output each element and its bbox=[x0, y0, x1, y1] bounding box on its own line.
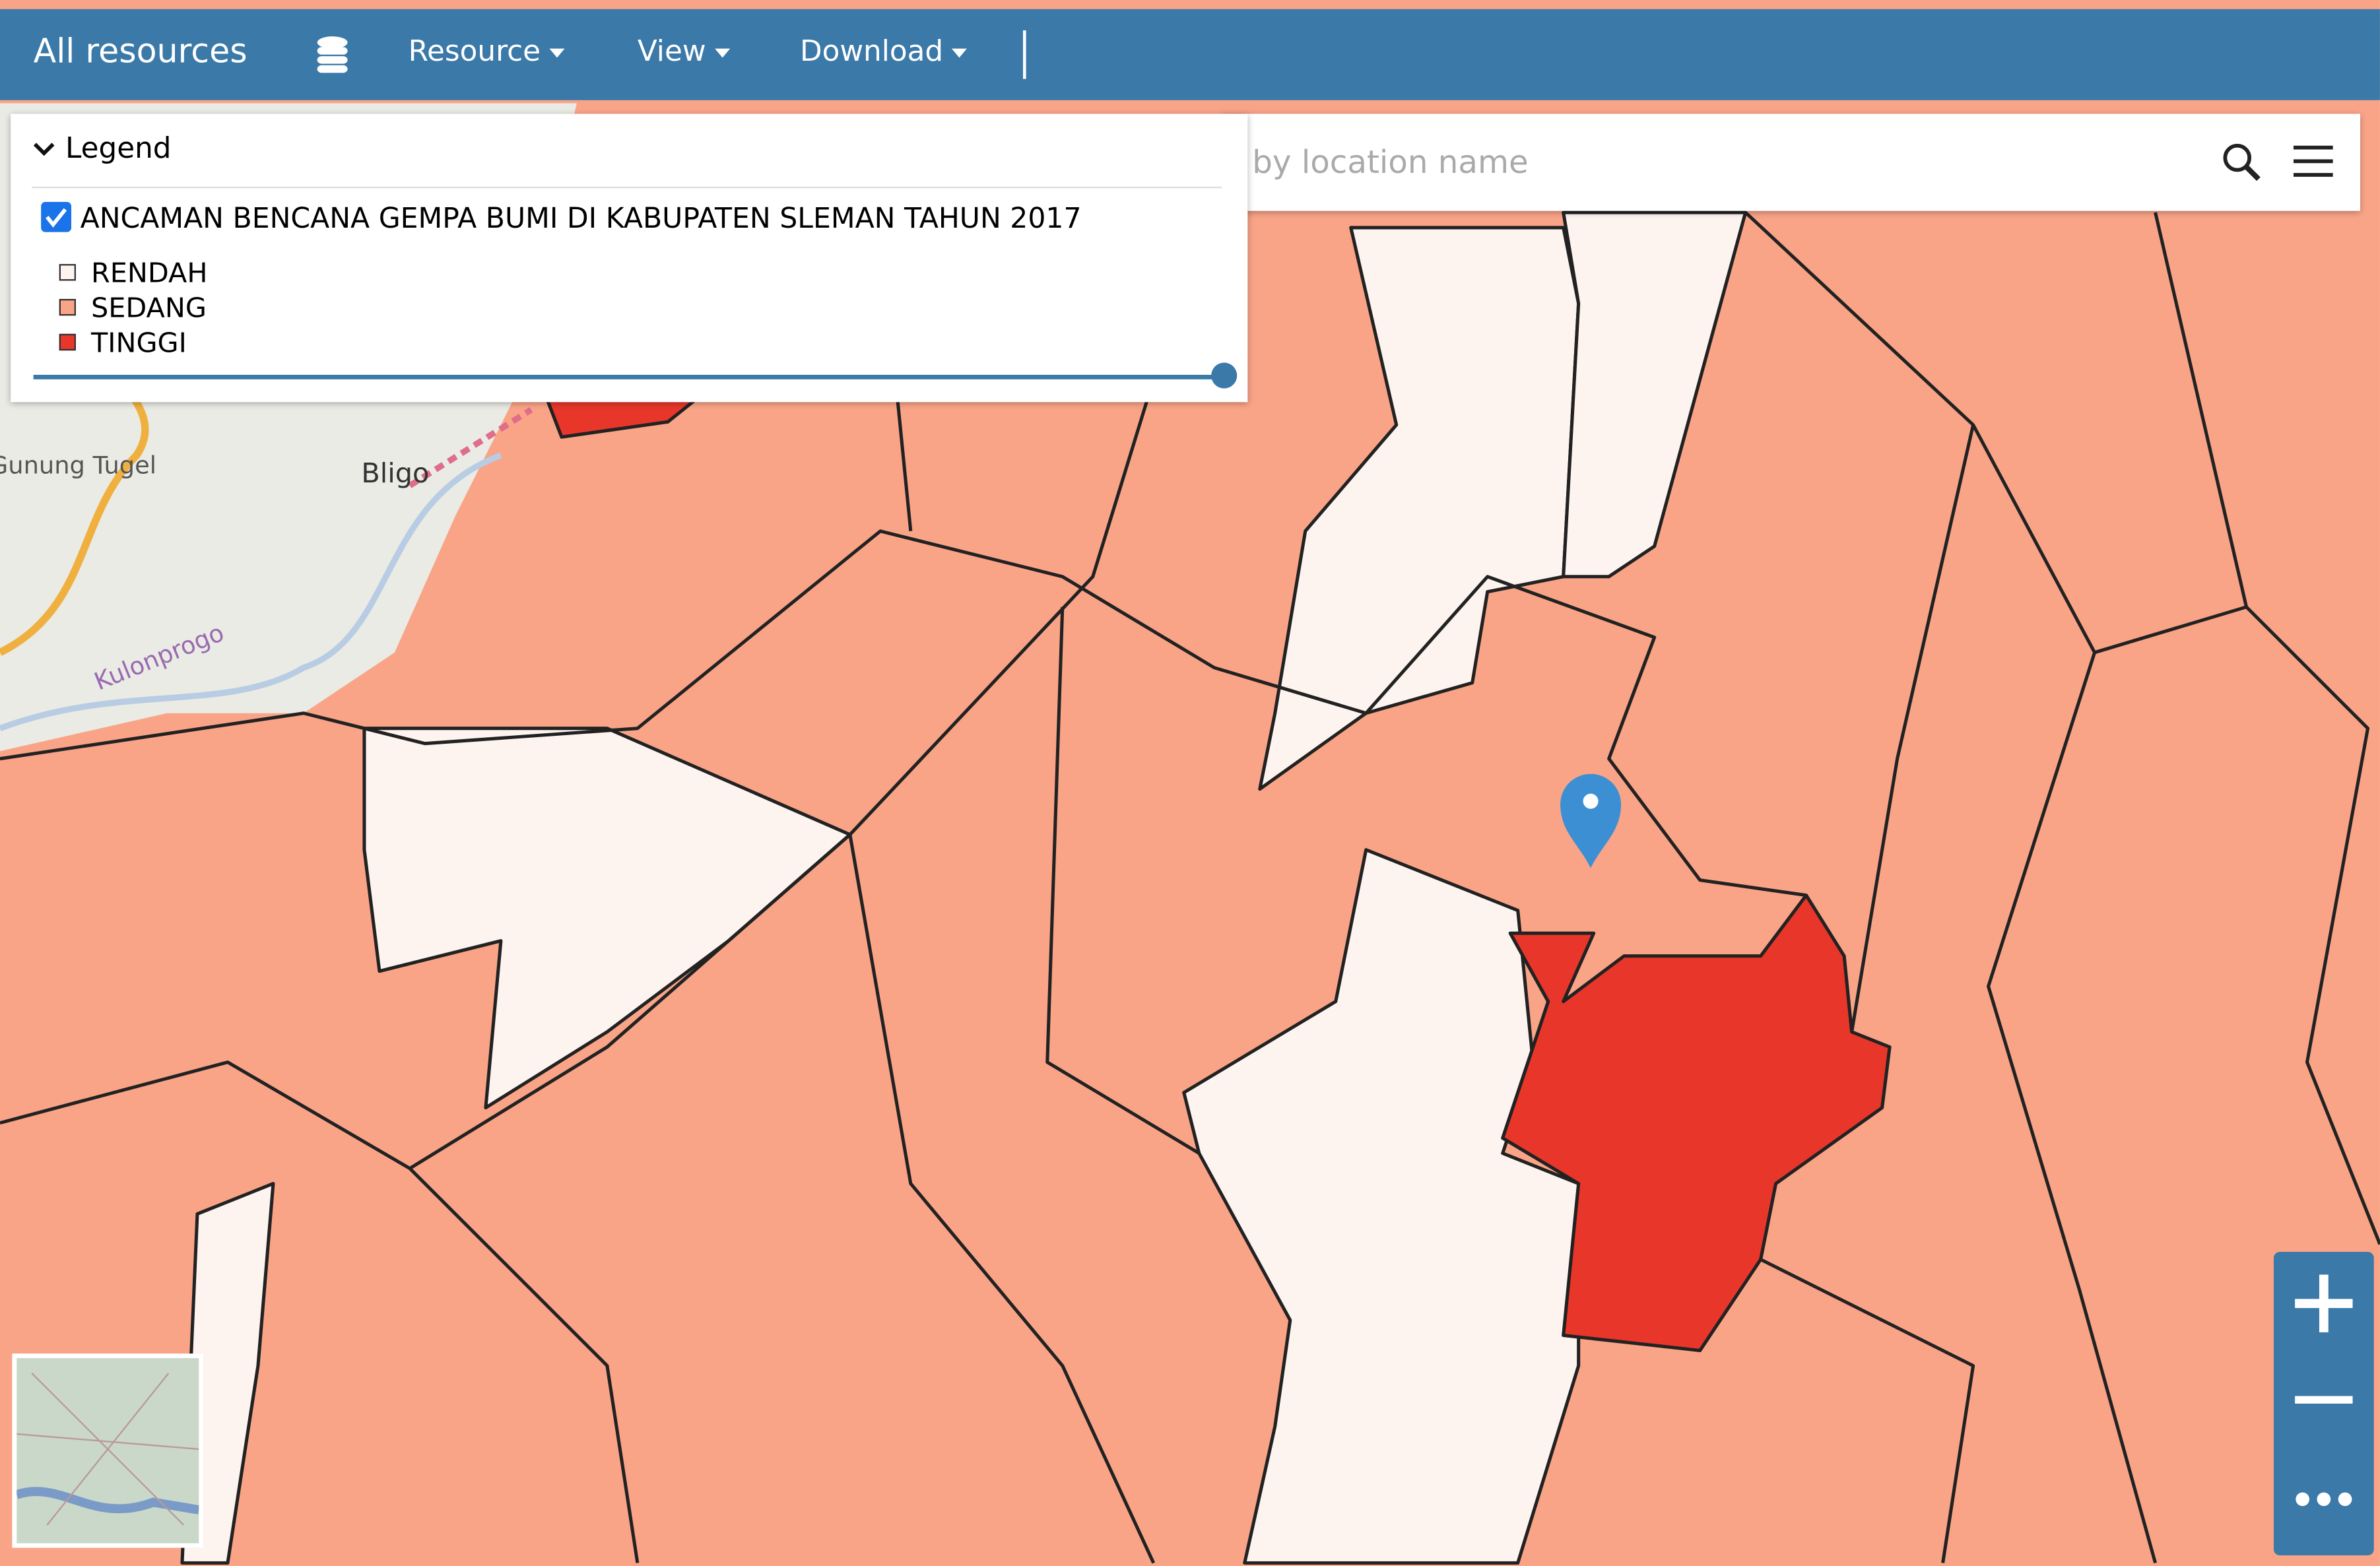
boundary bbox=[0, 226, 1246, 1171]
boundary bbox=[1760, 1258, 1975, 1563]
separator bbox=[1022, 30, 1026, 79]
legend-swatch bbox=[59, 333, 76, 351]
legend-label: SEDANG bbox=[90, 292, 207, 325]
app-title[interactable]: All resources bbox=[33, 33, 248, 72]
legend-label: RENDAH bbox=[90, 257, 208, 290]
layer-row: ANCAMAN BENCANA GEMPA BUMI DI KABUPATEN … bbox=[41, 201, 1082, 236]
location-pin bbox=[1560, 773, 1622, 868]
district bbox=[1182, 848, 1581, 1565]
district bbox=[1562, 211, 1748, 579]
zoom-controls bbox=[2273, 1252, 2374, 1555]
opacity-slider[interactable] bbox=[33, 374, 1225, 379]
district bbox=[362, 727, 852, 1110]
map-label: Bligo bbox=[361, 457, 429, 489]
boundary bbox=[2245, 605, 2380, 1245]
boundary bbox=[1971, 424, 2158, 1564]
boundary bbox=[0, 529, 1367, 761]
chevron bbox=[33, 143, 55, 156]
rail bbox=[408, 407, 533, 488]
layer-checkbox[interactable] bbox=[41, 201, 72, 232]
boundary bbox=[1045, 606, 1201, 1155]
search-placeholder: by location name bbox=[1252, 144, 1529, 181]
legend-classes: RENDAH SEDANG TINGGI bbox=[59, 257, 208, 362]
boundary bbox=[2094, 212, 2249, 655]
menu-label: Download bbox=[799, 34, 944, 69]
zoom-out[interactable] bbox=[2295, 1396, 2353, 1404]
legend-class: TINGGI bbox=[59, 326, 208, 361]
legend-toggle[interactable]: Legend bbox=[32, 132, 172, 166]
district bbox=[1501, 894, 1892, 1352]
legend-swatch bbox=[59, 264, 76, 281]
menu-view[interactable]: View bbox=[637, 34, 731, 69]
menu-resource[interactable]: Resource bbox=[408, 34, 565, 69]
boundary bbox=[1744, 211, 1975, 1033]
boundary bbox=[1364, 575, 1807, 897]
overview-map[interactable] bbox=[12, 1354, 204, 1548]
divider bbox=[32, 186, 1222, 189]
search-icon[interactable] bbox=[2220, 141, 2263, 183]
legend-label: TINGGI bbox=[90, 327, 187, 360]
overview-image bbox=[15, 1373, 200, 1526]
menu-label: View bbox=[637, 34, 706, 69]
pin-dot bbox=[1583, 793, 1599, 809]
legend-class: SEDANG bbox=[59, 291, 208, 326]
search-box[interactable]: by location name bbox=[1222, 114, 2361, 211]
more-options[interactable] bbox=[2296, 1492, 2352, 1507]
district bbox=[545, 395, 700, 439]
slider-handle[interactable] bbox=[1211, 362, 1238, 389]
legend-panel: Legend ANCAMAN BENCANA GEMPA BUMI DI KAB… bbox=[11, 114, 1248, 403]
legend-class: RENDAH bbox=[59, 257, 208, 292]
zoom-icons bbox=[2295, 1274, 2353, 1507]
districts bbox=[0, 211, 2380, 1565]
legend-swatch bbox=[59, 298, 76, 316]
menu-download[interactable]: Download bbox=[799, 34, 968, 69]
boundary bbox=[409, 1167, 640, 1563]
legend-title: Legend bbox=[65, 132, 172, 166]
layer-title: ANCAMAN BENCANA GEMPA BUMI DI KABUPATEN … bbox=[80, 203, 1082, 236]
boundary bbox=[848, 834, 1156, 1564]
menu-icon[interactable] bbox=[2293, 144, 2336, 180]
river bbox=[0, 452, 502, 732]
database-icon[interactable] bbox=[314, 35, 350, 75]
menu-label: Resource bbox=[408, 34, 541, 69]
map-label: Gunung Tugel bbox=[0, 451, 156, 479]
zoom-in[interactable] bbox=[2295, 1274, 2353, 1332]
top-bar: All resources Resource View Download bbox=[0, 9, 2380, 100]
district bbox=[1258, 226, 1581, 791]
